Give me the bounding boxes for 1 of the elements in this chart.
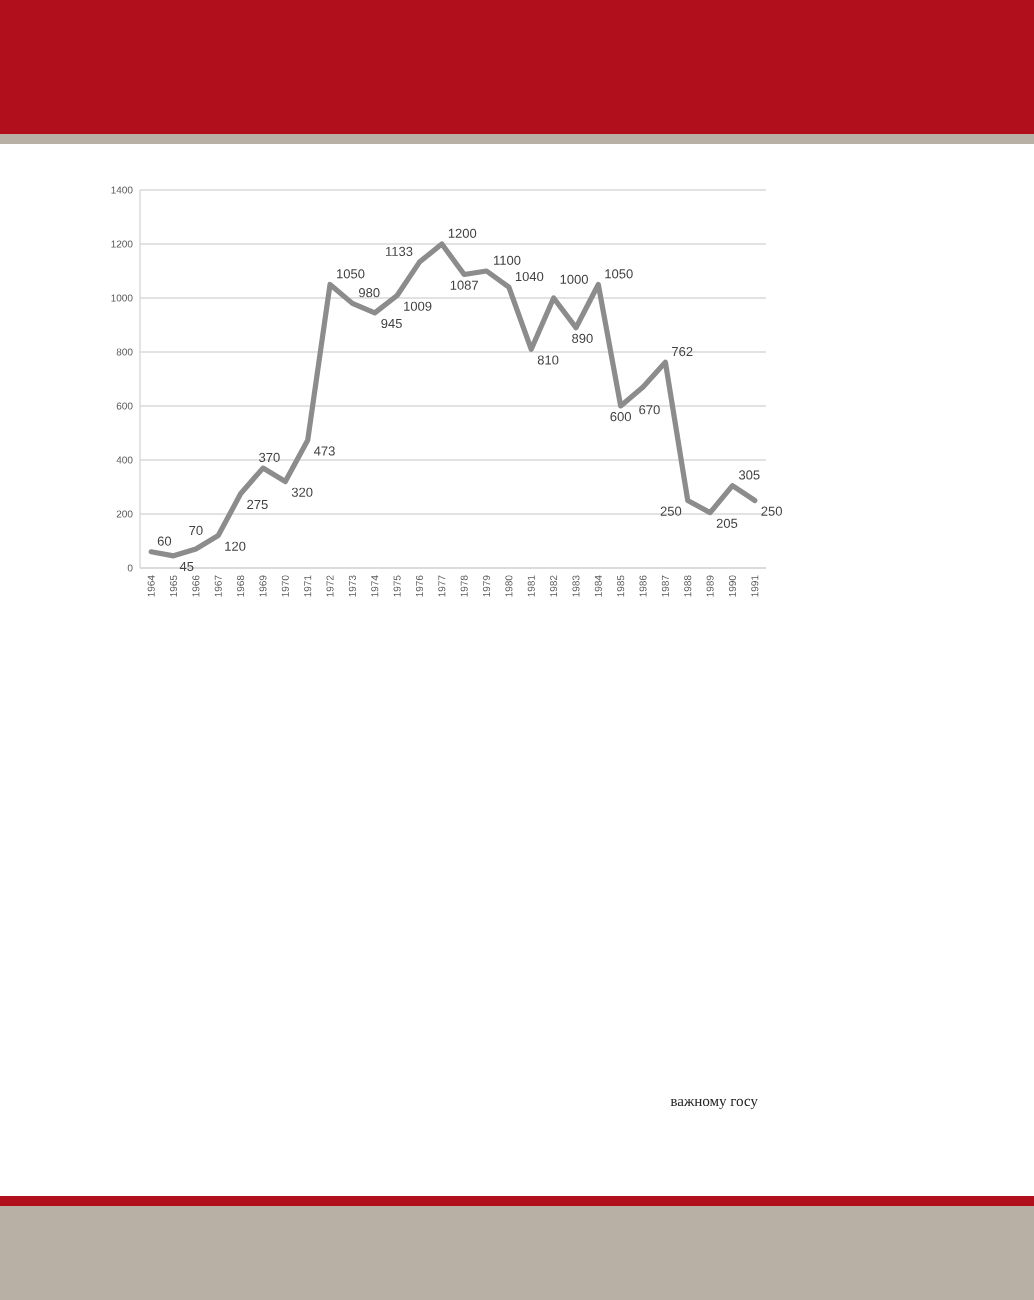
line-series [148, 241, 758, 559]
